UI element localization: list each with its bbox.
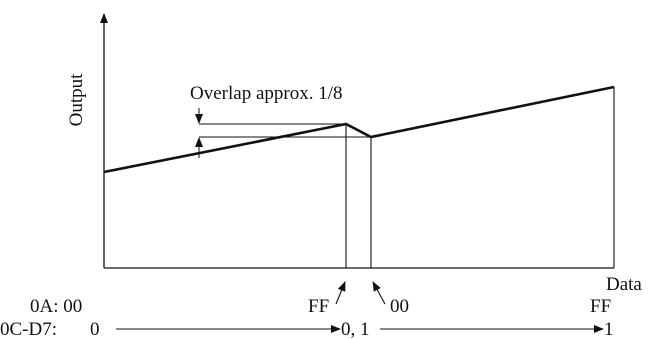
x-axis-label: Data	[606, 274, 642, 295]
end-value: 1	[604, 319, 614, 339]
row-0c-label: 0C-D7:	[0, 319, 57, 339]
ff-label: FF	[308, 296, 329, 317]
start-value: 0	[90, 319, 100, 339]
mid-value: 0, 1	[341, 319, 370, 339]
ff-pointer-arrow	[335, 281, 346, 305]
zero-label: 00	[390, 296, 409, 317]
y-axis-label: Output	[66, 73, 87, 127]
row-0a-label: 0A: 00	[30, 296, 82, 317]
end-ff-label: FF	[590, 296, 611, 317]
zero-pointer-arrow	[372, 281, 386, 305]
output-curve	[103, 85, 615, 174]
overlap-annotation: Overlap approx. 1/8	[190, 83, 342, 104]
